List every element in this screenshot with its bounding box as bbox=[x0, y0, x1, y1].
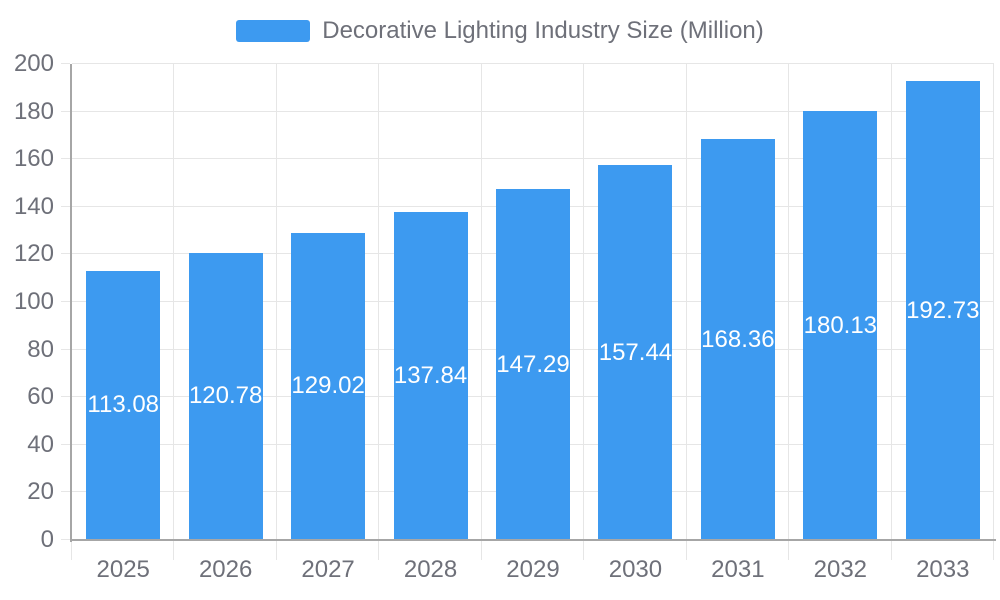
x-axis-category-label: 2030 bbox=[608, 556, 663, 583]
x-axis-category-label: 2026 bbox=[198, 556, 253, 583]
x-axis-category-label: 2029 bbox=[506, 556, 560, 583]
v-gridline bbox=[993, 64, 994, 540]
y-axis-tick bbox=[61, 443, 70, 445]
y-axis-tick bbox=[61, 301, 70, 302]
bar[interactable]: 137.84 bbox=[393, 211, 468, 540]
x-axis-line bbox=[70, 539, 996, 541]
bar-value-label: 168.36 bbox=[701, 325, 775, 353]
x-axis-category-label: 2028 bbox=[403, 556, 458, 583]
x-axis-category-label: 2025 bbox=[96, 556, 150, 583]
v-gridline bbox=[788, 64, 790, 540]
bar[interactable]: 157.44 bbox=[598, 165, 673, 540]
h-gridline bbox=[72, 63, 994, 64]
bar-value-label: 137.84 bbox=[393, 361, 468, 389]
x-axis-tick bbox=[275, 541, 277, 560]
v-gridline bbox=[275, 64, 277, 540]
y-axis-tick-label: 200 bbox=[13, 50, 54, 77]
bar-value-label: 120.78 bbox=[188, 382, 263, 410]
y-axis-tick-label: 160 bbox=[13, 145, 54, 173]
bar[interactable]: 192.73 bbox=[905, 81, 980, 540]
y-axis-tick bbox=[61, 491, 70, 493]
v-gridline bbox=[378, 64, 380, 540]
bar-value-label: 147.29 bbox=[496, 350, 570, 378]
x-axis-tick bbox=[378, 541, 380, 560]
x-axis-category-label: 2033 bbox=[916, 556, 970, 583]
bar[interactable]: 180.13 bbox=[803, 111, 878, 540]
y-axis-tick-label: 0 bbox=[40, 526, 54, 553]
y-axis-tick bbox=[61, 348, 70, 350]
x-axis-tick bbox=[71, 541, 72, 560]
y-axis-tick bbox=[61, 205, 70, 207]
legend-item[interactable]: Decorative Lighting Industry Size (Milli… bbox=[0, 17, 1000, 45]
v-gridline bbox=[890, 64, 892, 540]
bar-value-label: 157.44 bbox=[598, 338, 673, 366]
y-axis-tick-label: 120 bbox=[13, 240, 54, 268]
h-gridline bbox=[72, 110, 994, 112]
y-axis-tick-label: 60 bbox=[27, 383, 54, 411]
x-axis-tick bbox=[173, 541, 175, 560]
bar-value-label: 180.13 bbox=[803, 311, 878, 339]
bar[interactable]: 168.36 bbox=[700, 139, 775, 540]
v-gridline bbox=[173, 64, 175, 540]
bar-value-label: 113.08 bbox=[87, 391, 160, 419]
y-axis-tick-label: 40 bbox=[27, 430, 54, 458]
v-gridline bbox=[685, 64, 687, 540]
y-axis-tick bbox=[61, 253, 70, 255]
y-axis-tick bbox=[61, 158, 70, 160]
legend-swatch bbox=[236, 20, 311, 42]
y-axis-line bbox=[70, 64, 72, 542]
v-gridline bbox=[480, 64, 482, 540]
x-axis-tick bbox=[480, 541, 482, 560]
bar-value-label: 192.73 bbox=[906, 296, 980, 324]
x-axis-tick bbox=[890, 541, 892, 560]
bar[interactable]: 129.02 bbox=[291, 232, 366, 540]
y-axis-tick-label: 80 bbox=[27, 335, 54, 363]
y-axis-tick bbox=[61, 63, 70, 64]
y-axis-tick-label: 180 bbox=[13, 97, 54, 125]
x-axis-category-label: 2032 bbox=[813, 556, 868, 583]
bar-value-label: 129.02 bbox=[291, 372, 365, 400]
bar[interactable]: 147.29 bbox=[496, 189, 570, 540]
bar[interactable]: 113.08 bbox=[86, 270, 161, 540]
y-axis-tick bbox=[61, 396, 70, 398]
h-gridline bbox=[72, 158, 994, 160]
legend-label: Decorative Lighting Industry Size (Milli… bbox=[322, 17, 764, 44]
y-axis-tick-label: 140 bbox=[13, 192, 54, 220]
bar[interactable]: 120.78 bbox=[188, 252, 263, 540]
plot-area: 113.08 120.78 129.02 137.84 147.29 157.44 168.… bbox=[72, 63, 994, 540]
x-axis-tick bbox=[685, 541, 687, 560]
x-axis-tick bbox=[993, 541, 994, 560]
y-axis-tick-label: 100 bbox=[13, 288, 54, 315]
y-axis-tick-label: 20 bbox=[27, 478, 54, 506]
y-axis-tick bbox=[61, 110, 70, 112]
v-gridline bbox=[583, 64, 585, 540]
x-axis-category-label: 2031 bbox=[711, 556, 765, 583]
x-axis-tick bbox=[788, 541, 790, 560]
y-axis-tick bbox=[61, 539, 70, 540]
x-axis-category-label: 2027 bbox=[301, 556, 355, 583]
x-axis-tick bbox=[583, 541, 585, 560]
